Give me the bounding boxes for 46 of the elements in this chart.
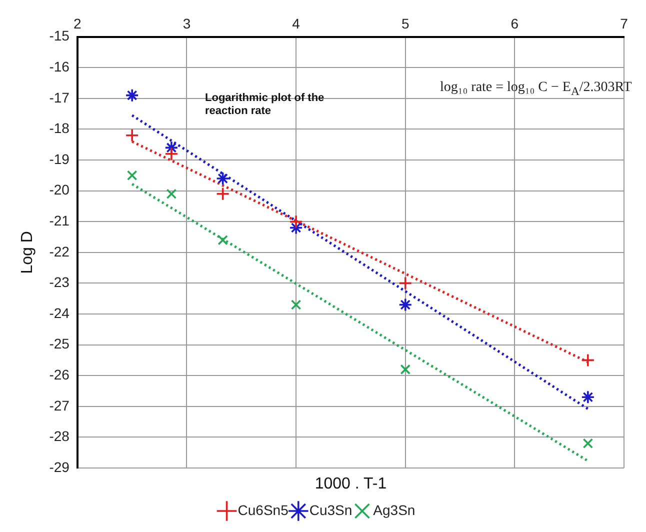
y-tick-label: -22 bbox=[49, 243, 70, 260]
x-tick-label: 3 bbox=[182, 15, 191, 32]
y-tick-label: -19 bbox=[49, 150, 70, 167]
point bbox=[581, 353, 595, 368]
y-tick-label: -16 bbox=[49, 58, 70, 74]
y-tick-label: -28 bbox=[49, 428, 70, 444]
point bbox=[126, 170, 138, 181]
point bbox=[218, 234, 228, 246]
x-tick-label: 4 bbox=[292, 15, 300, 32]
point bbox=[581, 390, 595, 404]
y-tick-label: -26 bbox=[49, 366, 70, 382]
y-tick-label: -29 bbox=[49, 458, 70, 475]
annotation: Logarithmic plot of the reaction rate bbox=[205, 92, 325, 118]
point bbox=[125, 88, 139, 102]
point bbox=[216, 186, 230, 201]
legend-label: Cu3Sn bbox=[309, 502, 352, 518]
point bbox=[125, 128, 139, 142]
y-tick-label: -25 bbox=[49, 336, 70, 352]
x-tick-label: 6 bbox=[510, 15, 519, 32]
y-tick-label: -20 bbox=[49, 182, 70, 198]
y-tick-label: -15 bbox=[49, 28, 70, 44]
point bbox=[398, 298, 412, 312]
point bbox=[164, 146, 178, 161]
point bbox=[216, 172, 230, 186]
point bbox=[398, 276, 412, 290]
x-tick-label: 2 bbox=[74, 15, 82, 32]
y-axis-title: Log D bbox=[19, 231, 36, 274]
annotation: log₁₀ rate = log₁₀ C − E$_{A}$/2.303RT bbox=[440, 80, 632, 98]
x-tick-label: 7 bbox=[620, 15, 628, 32]
point bbox=[289, 220, 303, 235]
x-axis-title: 1000 . T-1 bbox=[314, 475, 387, 492]
y-tick-label: -18 bbox=[49, 120, 70, 136]
legend-label: Ag3Sn bbox=[373, 502, 416, 518]
y-tick-label: -24 bbox=[49, 304, 70, 321]
point bbox=[400, 364, 411, 375]
point bbox=[582, 438, 594, 449]
point bbox=[164, 140, 178, 155]
legend-label: Cu6Sn5 bbox=[238, 502, 289, 518]
y-tick-label: -27 bbox=[49, 397, 70, 414]
point bbox=[166, 188, 177, 200]
point bbox=[290, 300, 302, 310]
point bbox=[289, 214, 303, 228]
y-tick-label: -17 bbox=[49, 89, 70, 106]
y-tick-label: -21 bbox=[49, 212, 70, 228]
y-tick-label: -23 bbox=[49, 274, 70, 290]
x-tick-label: 5 bbox=[401, 15, 410, 32]
